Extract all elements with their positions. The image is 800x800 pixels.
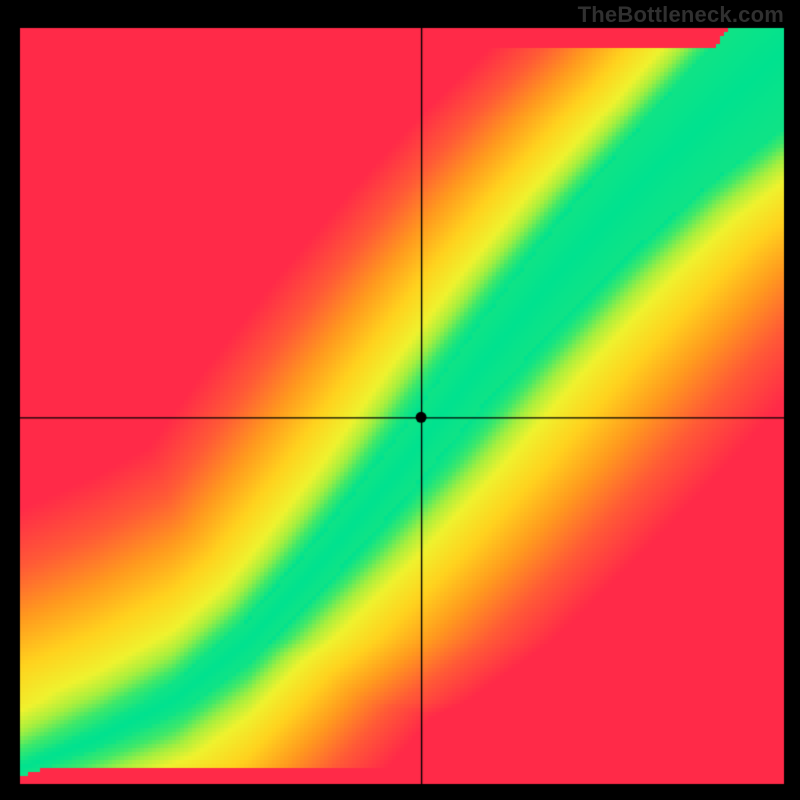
bottleneck-heatmap: [0, 0, 800, 800]
chart-container: TheBottleneck.com: [0, 0, 800, 800]
watermark-label: TheBottleneck.com: [578, 2, 784, 28]
